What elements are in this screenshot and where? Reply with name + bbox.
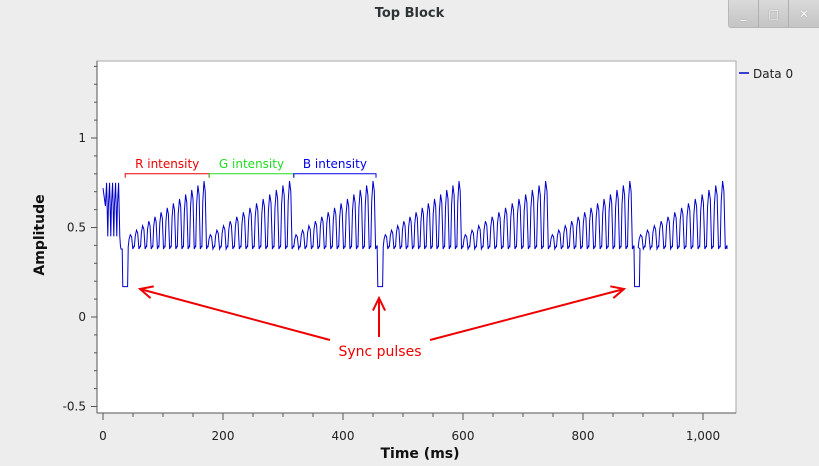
maximize-button[interactable]: □	[759, 0, 789, 27]
window-title: Top Block	[374, 6, 445, 21]
title-bar: Top Block _ □ ✕	[0, 0, 819, 28]
y-tick-label: -0.5	[63, 400, 86, 414]
annotations: R intensity G intensity B intensity Sync pu…	[124, 157, 627, 360]
sync-pulses-label: Sync pulses	[338, 344, 421, 360]
y-axis-label: Amplitude	[32, 194, 48, 275]
bracket-label-r: R intensity	[135, 157, 199, 171]
x-tick-label: 0	[99, 429, 107, 443]
y-tick-label: 1	[78, 131, 86, 145]
bracket-b	[293, 173, 377, 178]
sync-arrow-left-head	[137, 285, 154, 299]
x-tick-label: 1,000	[686, 429, 720, 443]
bracket-label-b: B intensity	[303, 157, 367, 171]
x-axis-label: Time (ms)	[380, 446, 459, 462]
series-line-data-0	[102, 180, 728, 288]
minimize-button[interactable]: _	[729, 0, 759, 27]
bracket-label-g: G intensity	[219, 157, 284, 171]
x-tick-label: 200	[212, 429, 235, 443]
x-tick-label: 600	[452, 429, 475, 443]
signal-trace	[102, 180, 728, 288]
y-tick-label: 0	[78, 310, 86, 324]
legend-label: Data 0	[753, 67, 793, 81]
sync-arrow-right	[429, 288, 625, 341]
axes: -0.5 0 0.5 1 0 200 400 600 800 1,000	[63, 61, 736, 443]
window-controls: _ □ ✕	[728, 0, 819, 28]
sync-arrow-center-head	[372, 295, 386, 312]
sync-arrow-right-head	[610, 285, 627, 299]
close-button[interactable]: ✕	[789, 0, 819, 27]
legend: Data 0	[739, 67, 793, 81]
x-tick-label: 400	[332, 429, 355, 443]
plot-area	[96, 60, 737, 414]
x-tick-label: 800	[572, 429, 595, 443]
sync-arrow-left	[139, 288, 331, 341]
y-tick-label: 0.5	[67, 221, 86, 235]
